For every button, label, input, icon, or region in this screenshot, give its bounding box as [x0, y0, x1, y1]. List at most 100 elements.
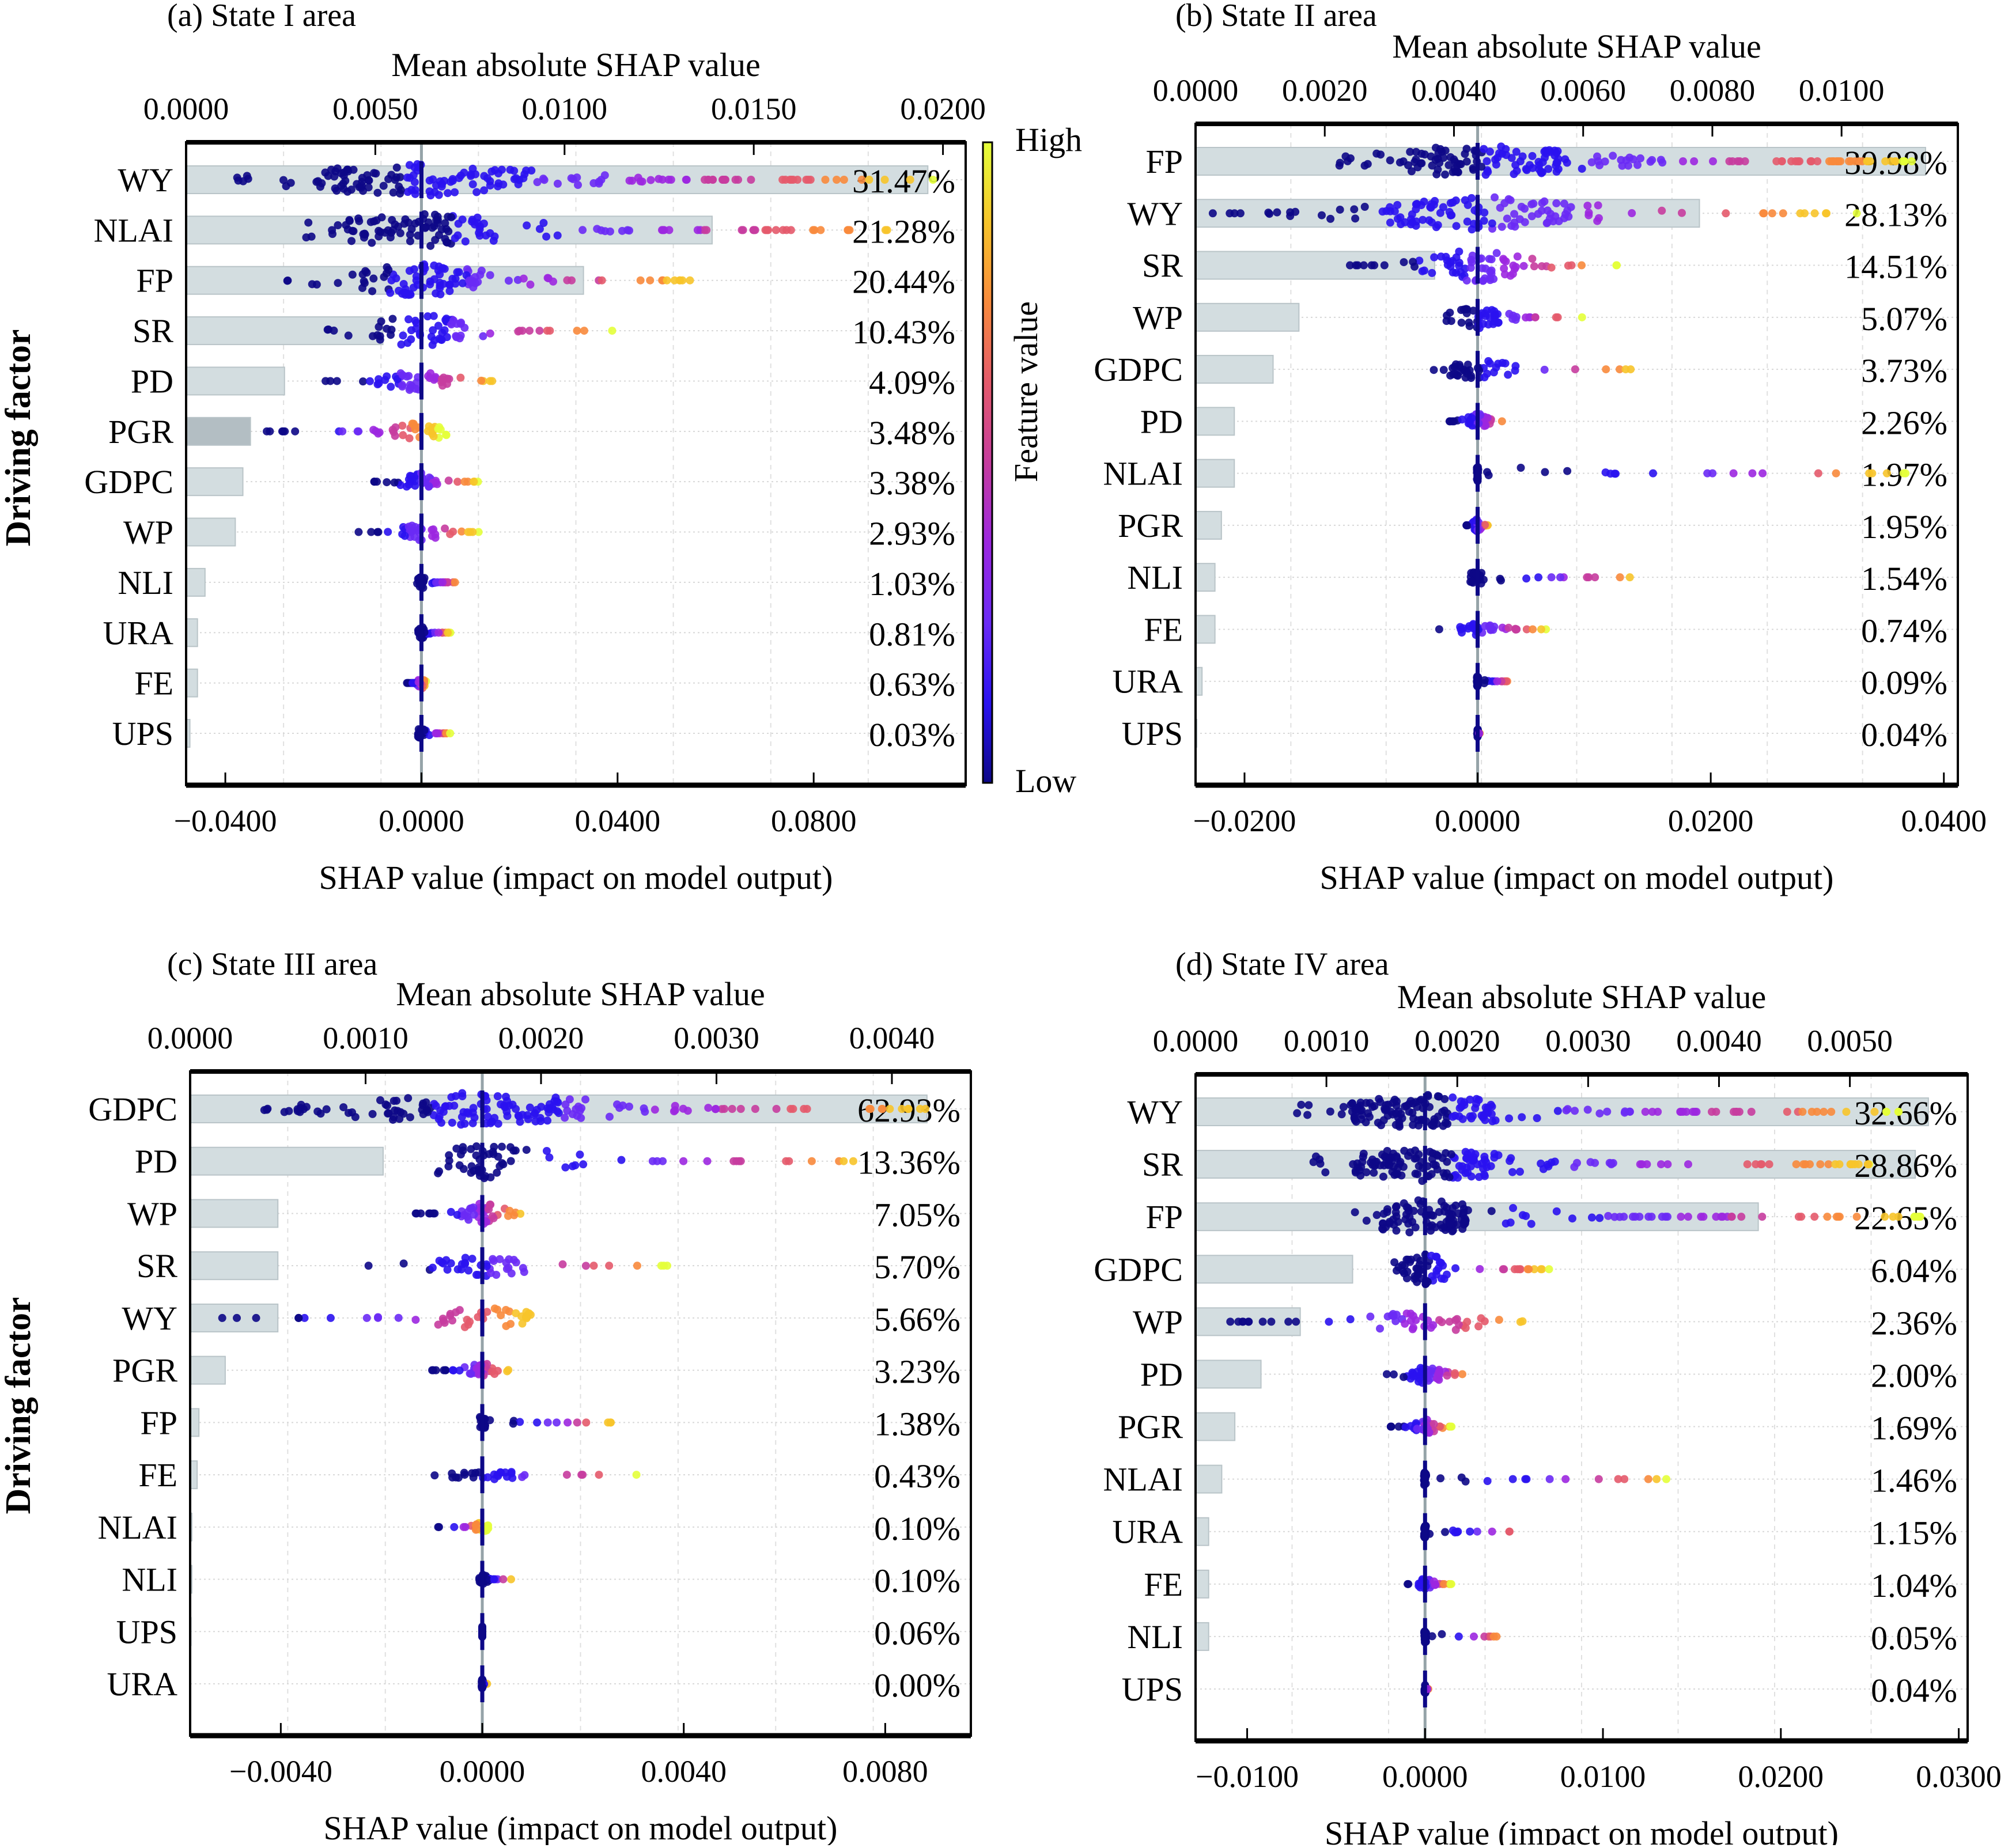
swarm-dot — [1350, 205, 1359, 214]
swarm-dot — [1445, 1173, 1454, 1181]
swarm-dot — [351, 1113, 360, 1122]
swarm-dot — [728, 1105, 736, 1113]
swarm-dot — [373, 528, 382, 536]
swarm-dot — [364, 1262, 373, 1270]
mean-abs-bar-pd — [190, 1146, 384, 1176]
swarm-dot — [664, 175, 673, 184]
mean-abs-bar-nlai — [1195, 459, 1235, 488]
mean-abs-bar-gdpc — [186, 467, 244, 497]
swarm-dot — [469, 283, 478, 291]
swarm-dot — [463, 265, 471, 274]
swarm-dot — [1544, 165, 1553, 173]
swarm-dot — [1791, 157, 1800, 165]
swarm-dot — [467, 1369, 475, 1378]
swarm-dot — [1523, 1265, 1532, 1274]
swarm-dot — [1337, 1110, 1346, 1119]
swarm-dot — [469, 1203, 478, 1212]
factor-label: UPS — [1122, 1671, 1183, 1708]
percent-label: 0.05% — [1871, 1619, 1957, 1657]
swarm-dot — [1480, 1152, 1489, 1161]
swarm-dot — [670, 1107, 678, 1116]
swarm-dot — [1449, 1112, 1457, 1121]
swarm-dot — [1419, 215, 1427, 224]
swarm-dot — [321, 168, 330, 177]
swarm-ura — [478, 1665, 491, 1702]
swarm-dot — [816, 226, 825, 234]
swarm-dot — [347, 237, 356, 245]
swarm-dot — [789, 1105, 797, 1113]
swarm-dot — [1547, 573, 1556, 582]
swarm-dot — [1439, 366, 1448, 374]
swarm-dot — [1428, 1632, 1436, 1641]
swarm-dot — [844, 226, 853, 234]
swarm-dot — [1443, 311, 1451, 320]
swarm-dot — [432, 729, 441, 737]
swarm-dot — [407, 326, 415, 335]
swarm-dot — [525, 327, 534, 335]
swarm-dot — [751, 1105, 759, 1113]
top-tick-label: 0.0050 — [1807, 1024, 1893, 1058]
swarm-dot — [1406, 1097, 1415, 1105]
swarm-dot — [1490, 1153, 1499, 1162]
swarm-dot — [1386, 207, 1394, 215]
factor-label: WP — [1133, 299, 1183, 336]
swarm-dot — [1411, 1223, 1420, 1232]
swarm-dot — [1587, 158, 1596, 166]
swarm-dot — [1420, 198, 1428, 206]
swarm-dot — [1487, 1162, 1495, 1171]
swarm-dot — [1779, 209, 1787, 218]
percent-label: 2.00% — [1871, 1357, 1957, 1394]
swarm-dot — [1440, 1275, 1449, 1283]
swarm-dot — [1352, 261, 1360, 270]
mean-abs-bar-gdpc — [1195, 355, 1274, 384]
swarm-dot — [426, 369, 435, 377]
swarm-dot — [1498, 358, 1507, 367]
swarm-dot — [486, 1173, 495, 1181]
swarm-dot — [1457, 268, 1465, 277]
swarm-dot — [1519, 262, 1528, 270]
percent-label: 1.38% — [874, 1405, 960, 1442]
swarm-dot — [494, 1119, 502, 1128]
x-tick-label: 0.0040 — [641, 1754, 727, 1789]
swarm-dot — [410, 265, 418, 274]
swarm-dot — [360, 277, 368, 286]
swarm-dot — [606, 227, 614, 236]
swarm-dot — [430, 1209, 439, 1218]
swarm-dot — [1370, 261, 1379, 270]
swarm-dot — [1518, 1113, 1526, 1122]
swarm-dot — [1458, 1200, 1467, 1209]
swarm-dot — [1304, 1101, 1313, 1109]
swarm-dot — [406, 237, 414, 245]
swarm-dot — [1450, 1370, 1459, 1379]
swarm-dot — [1391, 1208, 1400, 1217]
swarm-dot — [1593, 152, 1602, 161]
swarm-dot — [324, 325, 332, 334]
swarm-dot — [463, 1316, 471, 1324]
swarm-dot — [338, 427, 347, 436]
swarm-dot — [593, 225, 602, 233]
swarm-dot — [1430, 253, 1439, 262]
swarm-dot — [1417, 1274, 1425, 1283]
swarm-dot — [1601, 468, 1610, 477]
swarm-dot — [1346, 1315, 1355, 1324]
swarm-dot — [483, 1473, 492, 1482]
swarm-dot — [1545, 1265, 1553, 1274]
swarm-dot — [440, 1319, 449, 1327]
swarm-dot — [921, 1105, 930, 1113]
factor-label: GDPC — [88, 1090, 177, 1128]
swarm-dot — [486, 177, 494, 185]
swarm-dot — [1760, 209, 1768, 218]
swarm-wy — [1208, 193, 1861, 234]
swarm-dot — [1413, 1254, 1421, 1262]
swarm-dot — [1326, 214, 1335, 223]
swarm-dot — [1372, 1157, 1381, 1166]
swarm-dot — [581, 1095, 590, 1104]
swarm-dot — [404, 480, 413, 489]
swarm-dot — [486, 1268, 495, 1277]
swarm-dot — [1591, 1158, 1599, 1167]
swarm-dot — [1376, 1324, 1385, 1333]
swarm-dot — [411, 219, 419, 228]
swarm-dot — [625, 1102, 634, 1111]
swarm-dot — [1431, 1581, 1439, 1589]
swarm-dot — [1508, 315, 1517, 323]
